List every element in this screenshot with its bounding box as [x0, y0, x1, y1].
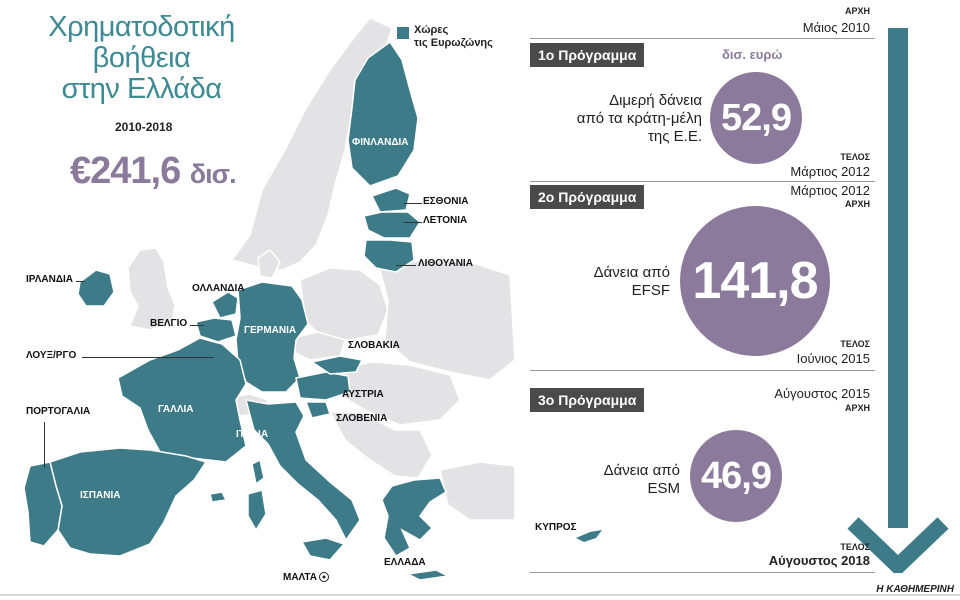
europe-map	[23, 17, 516, 582]
turkey-shape	[439, 461, 516, 521]
programme-2-start-date: Μάρτιος 2012	[790, 183, 870, 198]
label-spain: ΙΣΠΑΝΙΑ	[80, 490, 121, 501]
title-line-1: Χρηματοδοτική	[48, 11, 235, 43]
start-label: ΑΡΧΗ	[844, 6, 870, 16]
programme-3-start-label: ΑΡΧΗ	[844, 403, 870, 413]
total-currency: €	[70, 150, 91, 192]
programme-1-title: 1ο Πρόγραμμα	[530, 43, 645, 67]
denmark-shape	[257, 249, 281, 279]
label-austria: ΑΥΣΤΡΙΑ	[342, 389, 384, 400]
sardinia-shape	[247, 489, 267, 532]
latvia-shape	[363, 211, 421, 239]
label-luxembourg: ΛΟΥΞ/ΡΓΟ	[26, 350, 77, 361]
programme-3-desc-line-1: Δάνεια από	[603, 462, 680, 479]
balearics-shape	[209, 491, 228, 503]
label-italy: ΙΤΑΛΙΑ	[236, 429, 269, 440]
start-date: Μάιος 2010	[802, 20, 870, 35]
spain-shape	[49, 447, 208, 557]
programme-3-value: 46,9	[690, 430, 782, 522]
programme-2-title: 2ο Πρόγραμμα	[530, 185, 645, 209]
end-label: ΤΕΛΟΣ	[840, 542, 870, 552]
eastern-europe-shape	[379, 259, 516, 381]
programme-2-description: Δάνεια από EFSF	[560, 264, 670, 300]
programme-1-desc-line-3: της Ε.Ε.	[647, 128, 702, 145]
balkans-shape	[328, 411, 433, 479]
netherlands-shape	[211, 291, 239, 319]
corsica-shape	[251, 458, 265, 486]
slovakia-shape	[310, 355, 364, 375]
programme-unit: δισ. ευρώ	[722, 47, 783, 62]
lithuania-shape	[363, 239, 415, 273]
label-lithuania: ΛΙΘΟΥΑΝΙΑ	[418, 258, 473, 269]
timeline-arrow	[847, 28, 949, 573]
cyprus-shape	[576, 530, 602, 542]
legend-line-2: τις Ευρωζώνης	[414, 37, 493, 49]
programme-1-end-date: Μάρτιος 2012	[790, 164, 870, 179]
label-latvia: ΛΕΤΟΝΙΑ	[423, 215, 468, 226]
programme-3-description: Δάνεια από ESM	[600, 462, 680, 498]
finland-shape	[347, 40, 419, 187]
programme-1-value: 52,9	[710, 72, 802, 164]
programme-1-desc-line-2: από τα κράτη-μέλη	[576, 110, 702, 127]
sicily-shape	[300, 537, 346, 561]
legend-label: Χώρες τις Ευρωζώνης	[414, 24, 493, 50]
label-france: ΓΑΛΛΙΑ	[158, 404, 194, 415]
label-slovakia: ΣΛΟΒΑΚΙΑ	[348, 340, 400, 351]
total-unit: δισ.	[189, 159, 237, 189]
programme-2-end-date: Ιούνιος 2015	[796, 351, 870, 366]
label-ireland: ΙΡΛΑΝΔΙΑ	[26, 274, 74, 285]
italy-shape	[244, 399, 361, 542]
ireland-shape	[77, 269, 115, 307]
programme-3-title: 3ο Πρόγραμμα	[530, 388, 645, 412]
programme-3-desc-line-2: ESM	[647, 480, 680, 497]
programme-2-end-label: ΤΕΛΟΣ	[840, 339, 870, 349]
label-malta: ΜΑΛΤΑ	[283, 572, 317, 583]
legend-line-1: Χώρες	[414, 24, 449, 36]
france-shape	[117, 337, 247, 463]
programme-1-desc-line-1: Διμερή δάνεια	[609, 92, 702, 109]
title-line-3: στην Ελλάδα	[61, 73, 222, 105]
label-finland: ΦΙΝΛΑΝΔΙΑ	[352, 137, 409, 148]
label-cyprus: ΚΥΠΡΟΣ	[535, 522, 577, 533]
germany-shape	[235, 281, 309, 393]
label-belgium: ΒΕΛΓΙΟ	[150, 318, 188, 329]
non-eurozone-countries	[127, 17, 516, 521]
footer-divider	[0, 594, 960, 596]
eurozone-countries	[23, 40, 451, 581]
poland-shape	[299, 267, 389, 341]
page-title: Χρηματοδοτική βοήθεια στην Ελλάδα	[14, 12, 269, 105]
programme-2-value: 141,8	[680, 206, 830, 356]
total-value: 241,6	[90, 150, 181, 192]
years-range: 2010-2018	[115, 120, 173, 134]
malta-marker	[319, 572, 329, 582]
label-estonia: ΕΣΘΟΝΙΑ	[423, 196, 469, 207]
programme-3-start-date: Αύγουστος 2015	[774, 386, 870, 401]
legend-swatch	[397, 27, 409, 39]
end-date: Αύγουστος 2018	[768, 553, 870, 568]
estonia-shape	[370, 187, 411, 213]
label-portugal: ΠΟΡΤΟΓΑΛΙΑ	[26, 406, 91, 417]
total-amount: €241,6 δισ.	[70, 150, 237, 193]
programme-1-description: Διμερή δάνεια από τα κράτη-μέλη της Ε.Ε.	[540, 92, 702, 146]
programme-2-start-label: ΑΡΧΗ	[844, 199, 870, 209]
label-germany: ΓΕΡΜΑΝΙΑ	[244, 325, 297, 336]
slovenia-shape	[304, 401, 331, 419]
programme-2-desc-line-1: Δάνεια από	[593, 264, 670, 281]
portugal-shape	[23, 461, 63, 547]
title-line-2: βοήθεια	[92, 42, 191, 74]
greece-shape	[381, 477, 447, 557]
crete-shape	[405, 569, 451, 581]
label-slovenia: ΣΛΟΒΕΝΙΑ	[336, 413, 388, 424]
uk-shape	[127, 247, 176, 331]
hungary-romania-shape	[334, 361, 461, 426]
source-credit: Η ΚΑΘΗΜΕΡΙΝΗ	[876, 584, 954, 595]
label-greece: ΕΛΛΑΔΑ	[384, 557, 426, 568]
programme-1-end-label: ΤΕΛΟΣ	[840, 152, 870, 162]
programme-2-desc-line-2: EFSF	[631, 282, 670, 299]
label-netherlands: ΟΛΛΑΝΔΙΑ	[192, 283, 245, 294]
